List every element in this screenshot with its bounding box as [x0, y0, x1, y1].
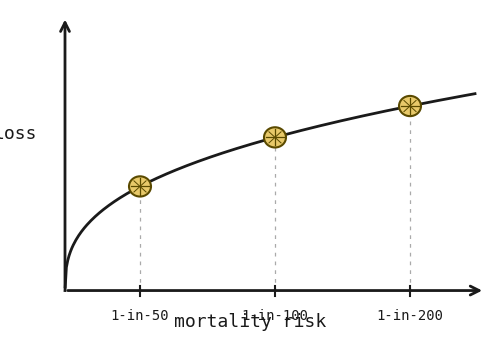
Ellipse shape — [129, 176, 151, 196]
Text: 1-in-50: 1-in-50 — [110, 309, 170, 323]
Text: 1-in-200: 1-in-200 — [376, 309, 444, 323]
Text: loss: loss — [0, 125, 37, 143]
Ellipse shape — [264, 127, 286, 147]
Text: mortality risk: mortality risk — [174, 313, 326, 331]
Ellipse shape — [399, 96, 421, 116]
Text: 1-in-100: 1-in-100 — [242, 309, 308, 323]
